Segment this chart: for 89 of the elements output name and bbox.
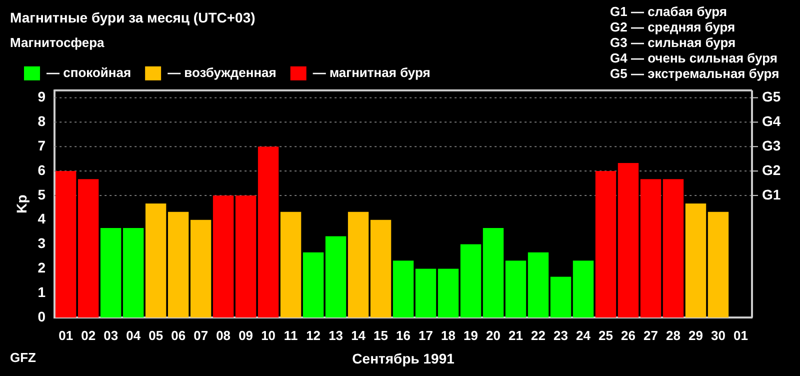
y-tick-label: 9: [38, 88, 46, 105]
bar: [280, 212, 302, 318]
y-tick-label: 5: [38, 186, 46, 202]
bar: [708, 212, 729, 318]
bar: [505, 260, 526, 318]
bar: [190, 220, 212, 318]
x-tick-label: 16: [396, 328, 411, 343]
bar: [348, 212, 369, 318]
x-tick-label: 30: [711, 328, 726, 343]
legend-label: — возбужденная: [168, 64, 276, 80]
bar: [685, 204, 706, 318]
text: GFZ: [10, 350, 36, 366]
ref-line-label: G1: [762, 186, 781, 202]
bar: [572, 260, 594, 318]
y-tick-label: 2: [38, 260, 46, 276]
x-tick-label: 20: [486, 328, 501, 343]
x-tick-label: 29: [688, 328, 703, 343]
text: G5 — экстремальная буря: [610, 66, 780, 82]
x-tick-label: 24: [576, 328, 592, 343]
x-tick-label: 15: [374, 328, 388, 343]
bar: [550, 276, 572, 318]
x-tick-label: 28: [666, 328, 680, 343]
y-tick-label: 3: [38, 235, 46, 252]
legend-label: — магнитная буря: [312, 64, 430, 80]
x-tick-label: 19: [464, 328, 478, 343]
text: G4 — очень сильная буря: [610, 50, 778, 66]
bar: [618, 162, 639, 318]
x-tick-label: 14: [351, 328, 366, 343]
x-tick-label: 12: [306, 328, 321, 343]
ref-line-label: G5: [762, 88, 781, 105]
x-tick-label: 23: [554, 328, 568, 343]
x-tick-label: 21: [508, 328, 524, 343]
x-tick-label: 03: [104, 328, 118, 343]
bar: [438, 268, 459, 318]
x-tick-label: 26: [621, 328, 636, 343]
bar: [122, 228, 144, 318]
x-tick-label: 08: [216, 328, 231, 343]
bar: [528, 252, 549, 318]
bar: [212, 195, 234, 318]
legend-title: Магнитосфера: [10, 34, 106, 50]
x-tick-label: 17: [418, 328, 434, 343]
x-tick-label: 22: [531, 328, 546, 343]
ref-line-label: G4: [762, 113, 781, 130]
x-tick-label: 02: [81, 328, 96, 343]
text: G3 — сильная буря: [610, 35, 736, 50]
x-tick-label: 05: [148, 328, 164, 343]
bar: [460, 244, 482, 318]
bar: [662, 179, 684, 318]
bar: [640, 179, 662, 318]
bar: [482, 228, 504, 318]
legend-label: — спокойная: [46, 64, 132, 80]
y-tick-label: 8: [38, 113, 46, 130]
chart-title: Магнитные бури за месяц (UTC+03): [10, 9, 256, 26]
x-tick-label: 18: [441, 328, 456, 343]
y-tick-label: 4: [38, 210, 46, 227]
y-axis-title: Kp: [13, 194, 30, 214]
bar: [325, 236, 346, 318]
x-tick-label: 01: [734, 328, 748, 343]
y-tick-label: 1: [38, 284, 46, 300]
x-tick-label: 01: [58, 328, 74, 343]
y-tick-label: 7: [38, 137, 46, 154]
ref-line-label: G2: [762, 162, 781, 178]
x-tick-label: 06: [171, 328, 186, 343]
text: G2 — средняя буря: [610, 20, 736, 35]
bar: [370, 220, 392, 318]
x-tick-label: 11: [284, 328, 298, 343]
ref-line-label: G3: [762, 137, 781, 154]
x-tick-label: 25: [598, 328, 613, 343]
x-tick-label: 27: [644, 328, 658, 343]
bar: [258, 146, 279, 318]
bar: [145, 204, 166, 318]
bar: [235, 195, 256, 318]
y-tick-label: 0: [38, 308, 46, 324]
bar: [392, 260, 414, 318]
x-tick-label: 13: [328, 328, 344, 343]
bar: [78, 179, 99, 318]
y-tick-label: 6: [38, 162, 46, 178]
bar: [302, 252, 324, 318]
bar: [55, 171, 76, 318]
bar: [168, 212, 189, 318]
bar: [595, 171, 616, 318]
x-tick-label: 10: [261, 328, 276, 343]
x-tick-label: 04: [126, 328, 142, 343]
x-tick-label: 07: [194, 328, 208, 343]
x-axis-title: Сентябрь 1991: [352, 350, 455, 366]
x-tick-label: 09: [238, 328, 254, 343]
bar: [100, 228, 122, 318]
bar: [415, 268, 436, 318]
text: G1 — слабая буря: [610, 4, 728, 20]
